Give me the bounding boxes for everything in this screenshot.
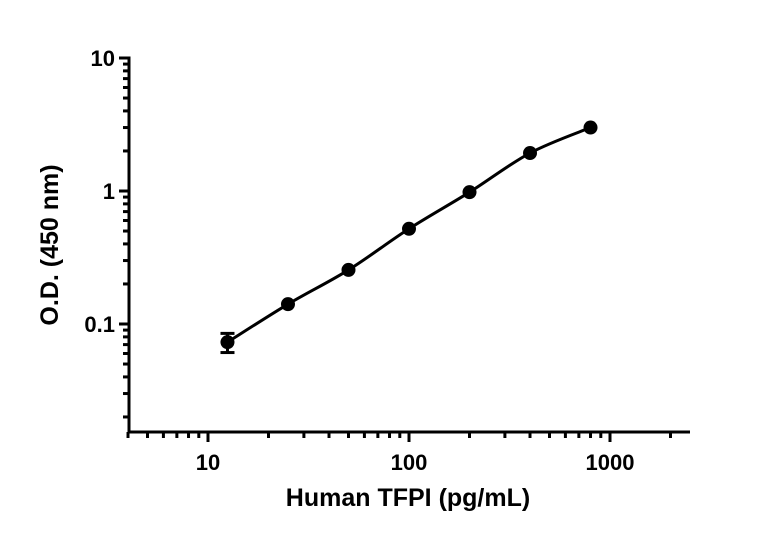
y-tick-label: 10 — [91, 46, 115, 71]
y-tick-label: 0.1 — [84, 312, 115, 337]
x-axis-title: Human TFPI (pg/mL) — [286, 484, 530, 512]
data-point — [523, 146, 538, 161]
y-axis-title: O.D. (450 nm) — [36, 164, 64, 325]
x-tick-label: 10 — [196, 450, 220, 475]
data-point — [583, 120, 598, 135]
data-point — [341, 262, 356, 277]
data-point — [220, 335, 235, 350]
y-tick-label: 1 — [103, 179, 115, 204]
data-point — [280, 297, 295, 312]
data-point — [462, 185, 477, 200]
data-point — [402, 221, 416, 236]
x-tick-label: 1000 — [586, 450, 635, 475]
x-tick-label: 100 — [391, 450, 428, 475]
plot-area: 0.1 1 10 10 100 1000 — [84, 46, 690, 475]
